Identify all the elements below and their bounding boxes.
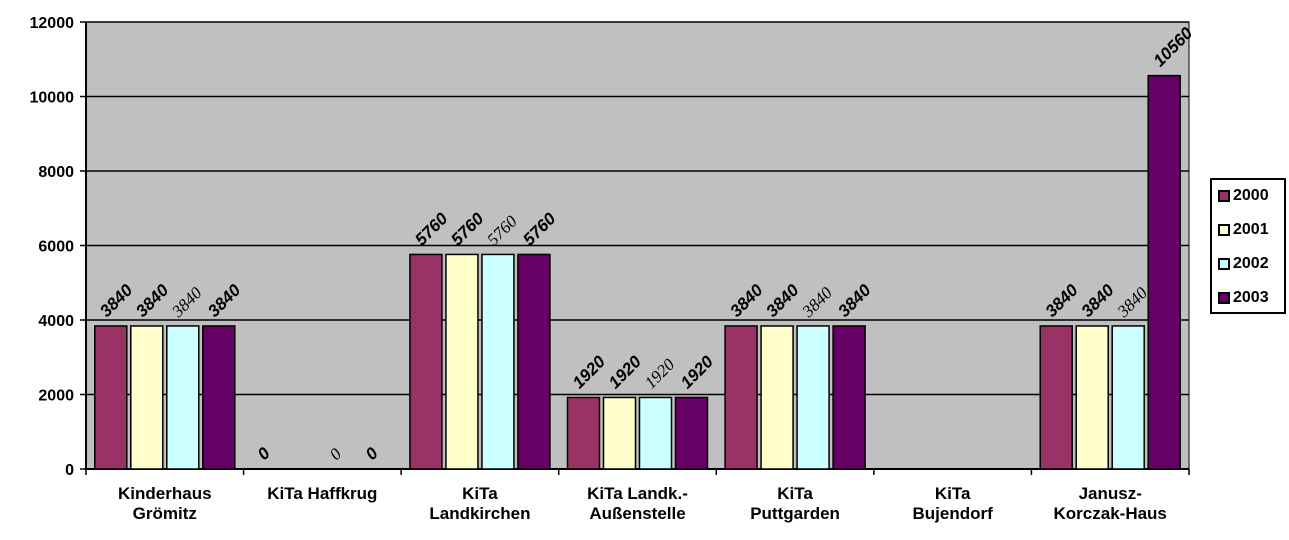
legend-item-2002: 2002 xyxy=(1218,254,1269,274)
x-category-label-6-0: Janusz- xyxy=(1079,484,1142,503)
bar-2002-6 xyxy=(1111,325,1145,470)
bar-2000-6 xyxy=(1039,325,1073,470)
bar-2000-4 xyxy=(724,325,758,470)
y-tick-label-2000: 2000 xyxy=(38,388,74,405)
y-tick-label-12000: 12000 xyxy=(30,15,75,32)
legend-label-2000: 2000 xyxy=(1233,187,1269,204)
bar-2003-0 xyxy=(202,325,236,470)
y-tick-label-10000: 10000 xyxy=(30,90,75,107)
legend-swatch-2001 xyxy=(1218,224,1230,236)
y-tick-label-6000: 6000 xyxy=(38,239,74,256)
bar-2001-2 xyxy=(445,253,479,470)
x-category-label-5-1: Bujendorf xyxy=(913,504,994,523)
bar-2001-3 xyxy=(602,396,637,470)
bar-2003-6 xyxy=(1147,74,1181,470)
bar-2001-4 xyxy=(760,325,794,470)
legend: 2000 2001 2002 2003 xyxy=(1210,178,1286,314)
x-category-label-0-0: Kinderhaus xyxy=(118,484,212,503)
bar-2003-4 xyxy=(832,325,866,470)
bar-2000-3 xyxy=(566,396,601,470)
legend-label-2002: 2002 xyxy=(1233,255,1269,272)
legend-swatch-2002 xyxy=(1218,258,1230,270)
bar-2002-3 xyxy=(638,396,673,470)
bar-2002-4 xyxy=(796,325,830,470)
legend-item-2000: 2000 xyxy=(1218,186,1269,206)
bar-2000-2 xyxy=(409,253,443,470)
legend-swatch-2000 xyxy=(1218,190,1230,202)
bar-2002-0 xyxy=(166,325,200,470)
x-category-label-3-0: KiTa Landk.- xyxy=(587,484,688,503)
x-category-label-4-1: Puttgarden xyxy=(750,504,840,523)
bar-2001-0 xyxy=(130,325,164,470)
bar-2000-0 xyxy=(94,325,128,470)
bar-2001-6 xyxy=(1075,325,1109,470)
x-category-label-5-0: KiTa xyxy=(935,484,971,503)
legend-item-2001: 2001 xyxy=(1218,220,1269,240)
y-tick-label-4000: 4000 xyxy=(38,313,74,330)
x-category-label-4-0: KiTa xyxy=(777,484,813,503)
bar-2003-3 xyxy=(674,396,709,470)
x-category-label-2-1: Landkirchen xyxy=(429,504,530,523)
x-category-label-2-0: KiTa xyxy=(462,484,498,503)
x-category-label-0-1: Grömitz xyxy=(133,504,197,523)
bar-2002-2 xyxy=(481,253,515,470)
legend-label-2003: 2003 xyxy=(1233,289,1269,306)
x-category-label-6-1: Korczak-Haus xyxy=(1054,504,1167,523)
legend-swatch-2003 xyxy=(1218,292,1230,304)
legend-label-2001: 2001 xyxy=(1233,221,1269,238)
x-category-label-3-1: Außenstelle xyxy=(589,504,685,523)
y-tick-label-8000: 8000 xyxy=(38,164,74,181)
y-tick-label-0: 0 xyxy=(65,462,74,479)
legend-item-2003: 2003 xyxy=(1218,288,1269,308)
x-category-label-1-0: KiTa Haffkrug xyxy=(267,484,377,503)
bar-2003-2 xyxy=(517,253,551,470)
